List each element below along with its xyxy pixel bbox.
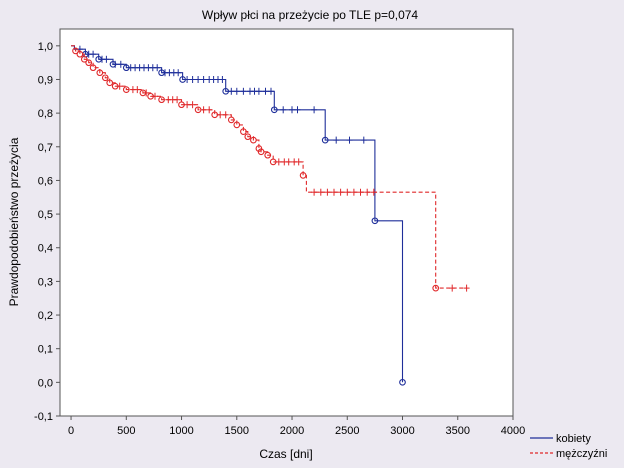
y-tick-label: 0,0 — [38, 377, 53, 389]
event-marker-mezczyzni — [80, 55, 88, 63]
plot-area — [59, 28, 514, 417]
event-marker-kobiety — [371, 217, 379, 225]
x-axis: 0 500 1000 1500 2000 2500 3000 3500 4000 — [68, 416, 525, 437]
event-marker-mezczyzni — [106, 79, 114, 87]
y-tick-label: 0,7 — [38, 142, 53, 154]
x-tick-label: 500 — [117, 425, 135, 437]
x-tick-label: 1500 — [225, 425, 249, 437]
legend-label-kobiety: kobiety — [556, 433, 591, 445]
series-kobiety — [71, 45, 406, 386]
y-tick-label: 0,9 — [38, 74, 53, 86]
event-marker-kobiety — [270, 106, 278, 114]
y-tick-label: 0,6 — [38, 175, 53, 187]
x-tick-label: 2500 — [335, 425, 359, 437]
x-tick-label: 2000 — [280, 425, 304, 437]
event-marker-mezczyzni — [255, 145, 263, 152]
y-tick-label: 0,3 — [38, 276, 53, 288]
y-tick-label: 0,5 — [38, 209, 53, 221]
event-marker-mezczyzni — [122, 86, 130, 93]
y-tick-label: 0,1 — [38, 344, 53, 356]
y-tick-label: -0,1 — [34, 411, 53, 423]
y-tick-label: 0,4 — [38, 243, 53, 255]
series-mezczyzni — [71, 45, 470, 292]
event-marker-mezczyzni — [158, 96, 165, 104]
y-tick-label: 0,2 — [38, 310, 53, 322]
event-marker-mezczyzni — [299, 172, 307, 179]
x-tick-label: 3500 — [446, 425, 470, 437]
event-marker-mezczyzni — [432, 284, 440, 292]
event-marker-mezczyzni — [72, 47, 79, 55]
survival-line-kobiety — [71, 45, 404, 383]
event-marker-mezczyzni — [250, 136, 257, 144]
x-tick-label: 1000 — [169, 425, 193, 437]
chart-title: Wpływ płci na przeżycie po TLE p=0,074 — [202, 8, 419, 22]
event-marker-kobiety — [321, 136, 329, 144]
legend-label-mezczyzni: mężczyźni — [556, 448, 607, 460]
event-marker-mezczyzni — [240, 128, 247, 135]
event-marker-mezczyzni — [85, 59, 93, 67]
event-marker-mezczyzni — [227, 116, 235, 124]
event-marker-mezczyzni — [264, 151, 272, 159]
event-marker-mezczyzni — [244, 133, 252, 141]
y-axis: -0,1 0,0 0,1 0,2 0,3 0,4 0,5 0,6 0,7 0,8 0,9 1,0 — [34, 41, 60, 423]
event-marker-mezczyzni — [101, 74, 109, 82]
y-axis-label: Prawdopodobieństwo przeżycia — [7, 137, 21, 306]
y-tick-label: 1,0 — [38, 41, 53, 53]
event-marker-mezczyzni — [257, 148, 265, 156]
x-tick-label: 0 — [68, 425, 74, 437]
event-marker-mezczyzni — [76, 50, 84, 58]
series-layer — [71, 45, 470, 386]
event-marker-mezczyzni — [233, 121, 241, 129]
event-marker-mezczyzni — [89, 64, 97, 72]
event-marker-kobiety — [399, 378, 406, 386]
x-tick-label: 4000 — [501, 425, 525, 437]
x-tick-label: 3000 — [390, 425, 414, 437]
legend: kobiety mężczyźni — [530, 433, 607, 460]
x-axis-label: Czas [dni] — [259, 447, 312, 461]
event-marker-mezczyzni — [96, 69, 104, 77]
y-tick-label: 0,8 — [38, 108, 53, 120]
